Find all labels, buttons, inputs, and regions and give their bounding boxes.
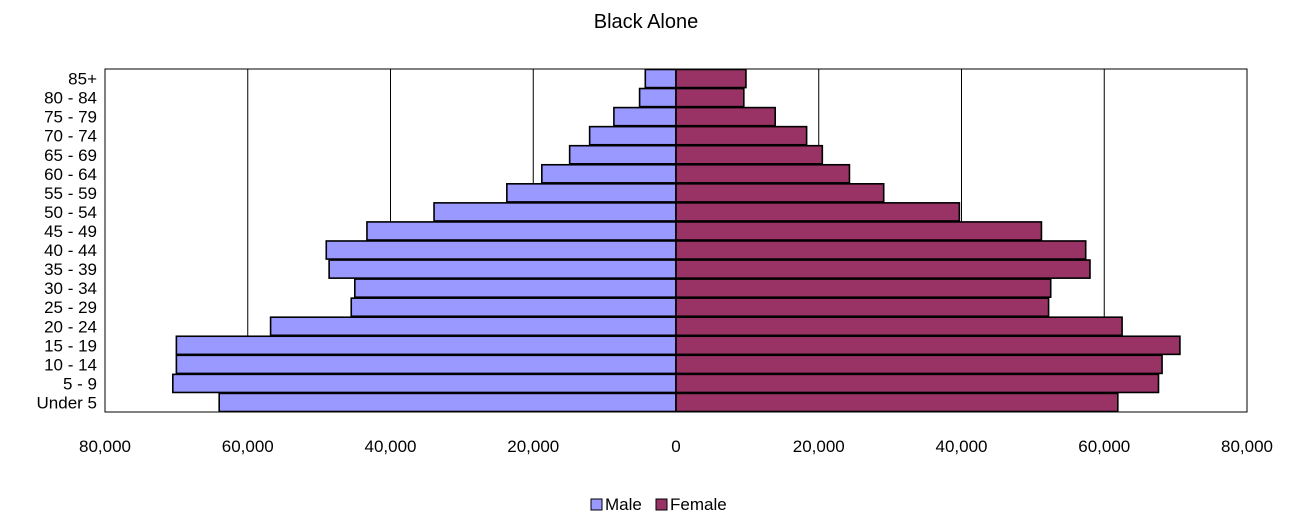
x-tick-label: 80,000 — [79, 437, 131, 456]
bar-male — [644, 68, 677, 89]
bar-male — [541, 163, 677, 184]
bar-female — [675, 392, 1119, 413]
bar-male — [325, 240, 677, 260]
x-tick-label: 40,000 — [936, 437, 988, 456]
bar-female — [675, 183, 885, 203]
bar-male — [328, 259, 677, 279]
bar-female — [675, 354, 1163, 375]
bar-male — [366, 221, 677, 241]
bar-female — [675, 221, 1043, 241]
bar-male — [269, 316, 677, 337]
bar-male — [350, 297, 677, 318]
x-tick-label: 20,000 — [507, 437, 559, 456]
category-label: 85+ — [68, 70, 97, 89]
category-label: 50 - 54 — [44, 203, 97, 222]
bar-female — [675, 125, 808, 146]
bar-female — [675, 106, 777, 127]
category-label: 55 - 59 — [44, 184, 97, 203]
category-label: Under 5 — [37, 393, 97, 412]
bar-female — [675, 278, 1052, 298]
legend-swatch-male — [590, 498, 603, 511]
bar-male — [175, 335, 677, 356]
legend-swatch-female — [655, 498, 668, 511]
legend: Male Female — [590, 495, 727, 514]
category-label: 65 - 69 — [44, 146, 97, 165]
bar-male — [218, 392, 677, 413]
bar-female — [675, 259, 1091, 279]
bar-female — [675, 335, 1181, 356]
bar-male — [172, 373, 677, 394]
bar-male — [613, 106, 677, 127]
x-tick-label: 0 — [671, 437, 680, 456]
x-tick-label: 20,000 — [793, 437, 845, 456]
category-label: 20 - 24 — [44, 317, 97, 336]
bar-female — [675, 373, 1160, 394]
bar-female — [675, 68, 747, 89]
bars-group — [172, 68, 1181, 413]
category-label: 70 - 74 — [44, 127, 97, 146]
category-label: 45 - 49 — [44, 222, 97, 241]
category-label: 80 - 84 — [44, 89, 97, 108]
legend-label-female: Female — [670, 495, 727, 514]
bar-male — [568, 144, 677, 165]
bar-female — [675, 202, 961, 222]
category-label: 60 - 64 — [44, 165, 97, 184]
bar-male — [175, 354, 677, 375]
bar-male — [638, 87, 677, 108]
category-label: 75 - 79 — [44, 108, 97, 127]
bar-female — [675, 240, 1087, 260]
category-label: 10 - 14 — [44, 355, 97, 374]
bar-female — [675, 163, 851, 184]
category-label: 35 - 39 — [44, 260, 97, 279]
bar-female — [675, 87, 745, 108]
bar-male — [354, 278, 677, 298]
bar-female — [675, 297, 1050, 318]
category-label: 5 - 9 — [63, 374, 97, 393]
x-tick-label: 80,000 — [1221, 437, 1273, 456]
bar-male — [506, 183, 677, 203]
bar-female — [675, 144, 824, 165]
x-tick-labels: 80,000 60,000 40,000 20,000 0 20,000 40,000 60,… — [79, 437, 1273, 456]
x-tick-label: 60,000 — [222, 437, 274, 456]
category-label: 15 - 19 — [44, 336, 97, 355]
chart-title: Black Alone — [594, 11, 699, 33]
legend-label-male: Male — [605, 495, 642, 514]
x-tick-label: 40,000 — [365, 437, 417, 456]
bar-female — [675, 316, 1123, 337]
category-label: 25 - 29 — [44, 298, 97, 317]
category-label: 30 - 34 — [44, 279, 97, 298]
x-tick-label: 60,000 — [1078, 437, 1130, 456]
bar-male — [588, 125, 677, 146]
category-label: 40 - 44 — [44, 241, 97, 260]
bar-male — [433, 202, 677, 222]
